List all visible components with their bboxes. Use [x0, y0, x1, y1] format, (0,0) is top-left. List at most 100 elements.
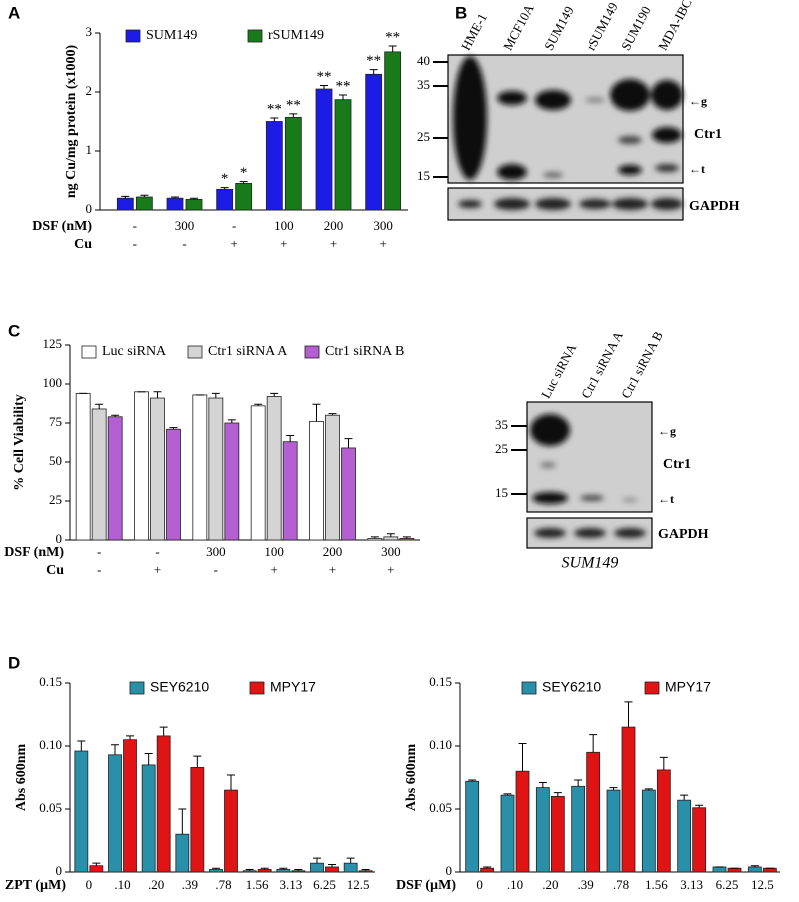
panel-label: C — [8, 321, 20, 340]
bar — [166, 197, 184, 211]
category-row-name: Cu — [74, 237, 92, 252]
error-bar — [190, 197, 198, 200]
significance-label: ** — [317, 69, 332, 85]
x-tick-label: - — [97, 562, 101, 577]
bar — [284, 116, 302, 211]
bar — [209, 869, 223, 873]
x-tick-label: + — [379, 236, 386, 251]
marker-label: 35 — [417, 77, 430, 92]
error-bar — [589, 734, 598, 753]
x-tick-label: .39 — [578, 877, 594, 892]
y-tick-label: 1 — [86, 142, 93, 157]
y-tick-label: 3 — [86, 24, 93, 39]
error-bar — [239, 181, 248, 184]
x-tick-label: 3.13 — [680, 877, 703, 892]
legend-label: SUM149 — [146, 28, 197, 43]
x-tick-label: 200 — [324, 218, 344, 233]
bar — [310, 862, 324, 873]
bar — [291, 870, 306, 873]
y-tick-label: 2 — [86, 83, 93, 98]
bar — [712, 866, 727, 873]
legend-label: Ctr1 siRNA A — [208, 344, 288, 359]
bar — [282, 441, 298, 541]
error-bar — [538, 782, 547, 788]
bar — [216, 188, 234, 211]
error-bar — [270, 392, 279, 397]
x-tick-label: .78 — [215, 877, 231, 892]
bar — [365, 73, 383, 211]
x-tick-label: 300 — [381, 544, 401, 559]
bar — [384, 51, 402, 211]
category-row-name: Cu — [46, 563, 64, 578]
error-bar — [171, 196, 179, 199]
lane-label: SUM149 — [541, 4, 577, 53]
bar — [266, 396, 282, 541]
x-tick-label: - — [214, 562, 218, 577]
band-label: ←g — [689, 94, 707, 108]
error-bar — [312, 403, 321, 422]
y-tick-label: 0 — [56, 531, 63, 546]
x-tick-label: 12.5 — [751, 877, 774, 892]
x-tick-label: 100 — [264, 544, 284, 559]
error-bar — [279, 867, 288, 870]
category-row-name: DSF (µM) — [396, 878, 456, 893]
marker-label: 25 — [495, 441, 508, 456]
error-bar — [680, 794, 689, 801]
x-tick-label: 0 — [476, 877, 483, 892]
error-bar — [286, 434, 295, 442]
x-tick-label: + — [330, 236, 337, 251]
error-bar — [369, 69, 378, 75]
significance-label: ** — [286, 97, 301, 113]
x-tick-label: - — [155, 544, 159, 559]
bar — [399, 538, 415, 541]
error-bar — [211, 392, 220, 399]
x-tick-label: + — [270, 562, 277, 577]
bar — [250, 405, 266, 541]
panel-label: A — [8, 3, 20, 22]
y-tick-label: 0 — [86, 201, 93, 216]
significance-label: * — [221, 171, 229, 187]
legend-swatch — [187, 345, 203, 359]
legend-label: SEY6210 — [542, 679, 601, 695]
y-axis-label: Abs 600nm — [14, 744, 29, 812]
bar — [325, 414, 340, 541]
x-tick-label: + — [329, 562, 336, 577]
x-tick-label: .10 — [507, 877, 523, 892]
bar — [141, 764, 156, 873]
legend-label: rSUM149 — [268, 28, 324, 43]
x-tick-label: - — [97, 544, 101, 559]
bar — [656, 769, 671, 873]
legend-label: MPY17 — [270, 679, 316, 695]
bar — [500, 794, 515, 873]
y-axis-label: Abs 600nm — [404, 744, 419, 812]
error-bar — [121, 195, 130, 199]
bar — [208, 397, 224, 541]
significance-label: ** — [366, 53, 381, 69]
x-tick-label: 3.13 — [279, 877, 302, 892]
x-tick-label: 1.56 — [246, 877, 269, 892]
error-bar — [386, 533, 395, 537]
x-tick-label: 100 — [274, 218, 294, 233]
marker-label: 15 — [495, 485, 508, 500]
bar — [535, 787, 550, 873]
bar — [75, 392, 91, 541]
bar — [257, 869, 272, 873]
bar — [515, 770, 530, 873]
legend-swatch — [247, 29, 263, 43]
bar — [108, 754, 122, 873]
bar — [175, 833, 190, 873]
category-row-name: DSF (nM) — [32, 219, 92, 234]
error-bar — [624, 701, 633, 728]
blot-bands — [453, 56, 683, 180]
legend-label: Ctr1 siRNA B — [325, 344, 404, 359]
category-row-name: ZPT (µM) — [5, 878, 66, 893]
bar — [242, 870, 257, 873]
error-bar — [178, 808, 187, 835]
bar — [107, 416, 123, 541]
error-bar — [750, 865, 759, 867]
bar — [235, 183, 253, 211]
error-bar — [328, 863, 336, 867]
legend-label: MPY17 — [665, 679, 711, 695]
error-bar — [140, 194, 149, 198]
y-tick-label: 0.05 — [39, 800, 62, 815]
